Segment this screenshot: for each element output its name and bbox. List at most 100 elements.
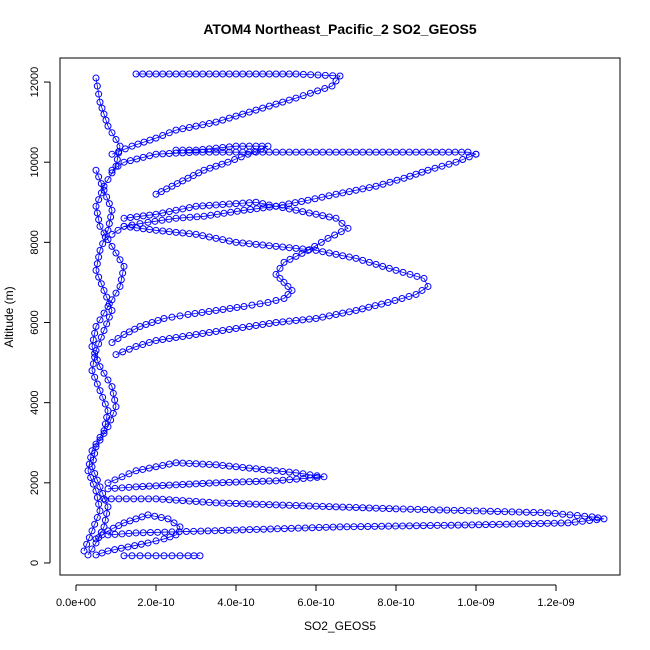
data-point [379,180,387,188]
data-point [321,71,329,79]
data-point [189,172,197,180]
data-point [145,482,153,490]
data-point [109,389,117,397]
data-point [213,210,221,218]
y-tick-label: 6000 [29,310,41,334]
data-point [399,522,407,530]
data-point [339,189,347,197]
data-point [101,400,109,408]
data-point [212,118,220,126]
data-point [438,162,446,170]
data-point [424,282,432,290]
data-point [365,258,373,266]
data-point [252,477,260,485]
data-point [392,148,400,156]
data-point [306,471,314,479]
data-point [172,214,180,222]
data-point [148,319,156,327]
data-point [424,166,432,174]
data-point [158,216,166,224]
x-axis-label: SO2_GEOS5 [304,619,376,633]
data-point [345,188,353,196]
data-point [138,513,146,521]
data-point [102,116,110,124]
data-point [132,483,140,491]
data-point [292,70,300,78]
data-point [352,254,360,262]
data-point [93,476,101,484]
data-point [152,210,160,218]
data-point [259,241,267,249]
data-point [288,286,296,294]
data-point [179,70,187,78]
data-point [372,504,380,512]
data-point [199,70,207,78]
data-point [120,158,128,166]
data-point [84,467,92,475]
data-point [232,70,240,78]
data-point [328,82,336,90]
data-point [225,237,233,245]
data-point [278,201,286,209]
data-point [116,142,124,150]
data-point [299,208,307,216]
data-point [176,552,184,560]
data-point [336,72,344,80]
data-point [190,527,198,535]
data-point [126,517,134,525]
data-point [108,339,116,347]
data-point [273,525,281,533]
data-point [192,498,200,506]
data-point [280,258,288,266]
data-point [564,519,572,527]
data-point [332,148,340,156]
data-point [85,460,93,468]
data-point [168,182,176,190]
data-point [115,149,123,157]
data-point [407,505,415,513]
data-point [108,306,116,314]
data-point [292,317,300,325]
x-tick-label: 8.0e-10 [377,597,414,609]
data-point [285,205,293,213]
data-point [220,209,228,217]
data-point [231,156,239,164]
data-point [108,206,116,214]
data-point [115,522,123,530]
data-point [413,272,421,280]
data-point [452,158,460,166]
data-point [272,319,280,327]
y-tick-label: 4000 [29,390,41,414]
data-point [225,200,233,208]
data-point [108,230,116,238]
data-point [117,544,125,552]
data-point [192,331,200,339]
data-point [248,301,256,309]
data-point [185,459,193,467]
data-point [165,481,173,489]
data-point [192,230,200,238]
data-point [172,146,180,154]
data-point [152,463,160,471]
data-point [91,353,99,361]
data-point [245,323,253,331]
data-point [100,369,108,377]
data-point [95,500,103,508]
data-point [92,535,100,543]
data-point [332,190,340,198]
data-point [182,528,190,536]
data-point [418,286,426,294]
data-point [95,173,103,181]
data-point [212,234,220,242]
x-tick-label: 1.2e-09 [537,597,574,609]
data-point [319,248,327,256]
data-point [132,343,140,351]
data-point [152,150,160,158]
data-point [192,460,200,468]
y-tick-label: 10000 [29,147,41,178]
data-point [468,521,476,529]
data-point [252,240,260,248]
data-point [259,477,267,485]
data-point [233,303,241,311]
